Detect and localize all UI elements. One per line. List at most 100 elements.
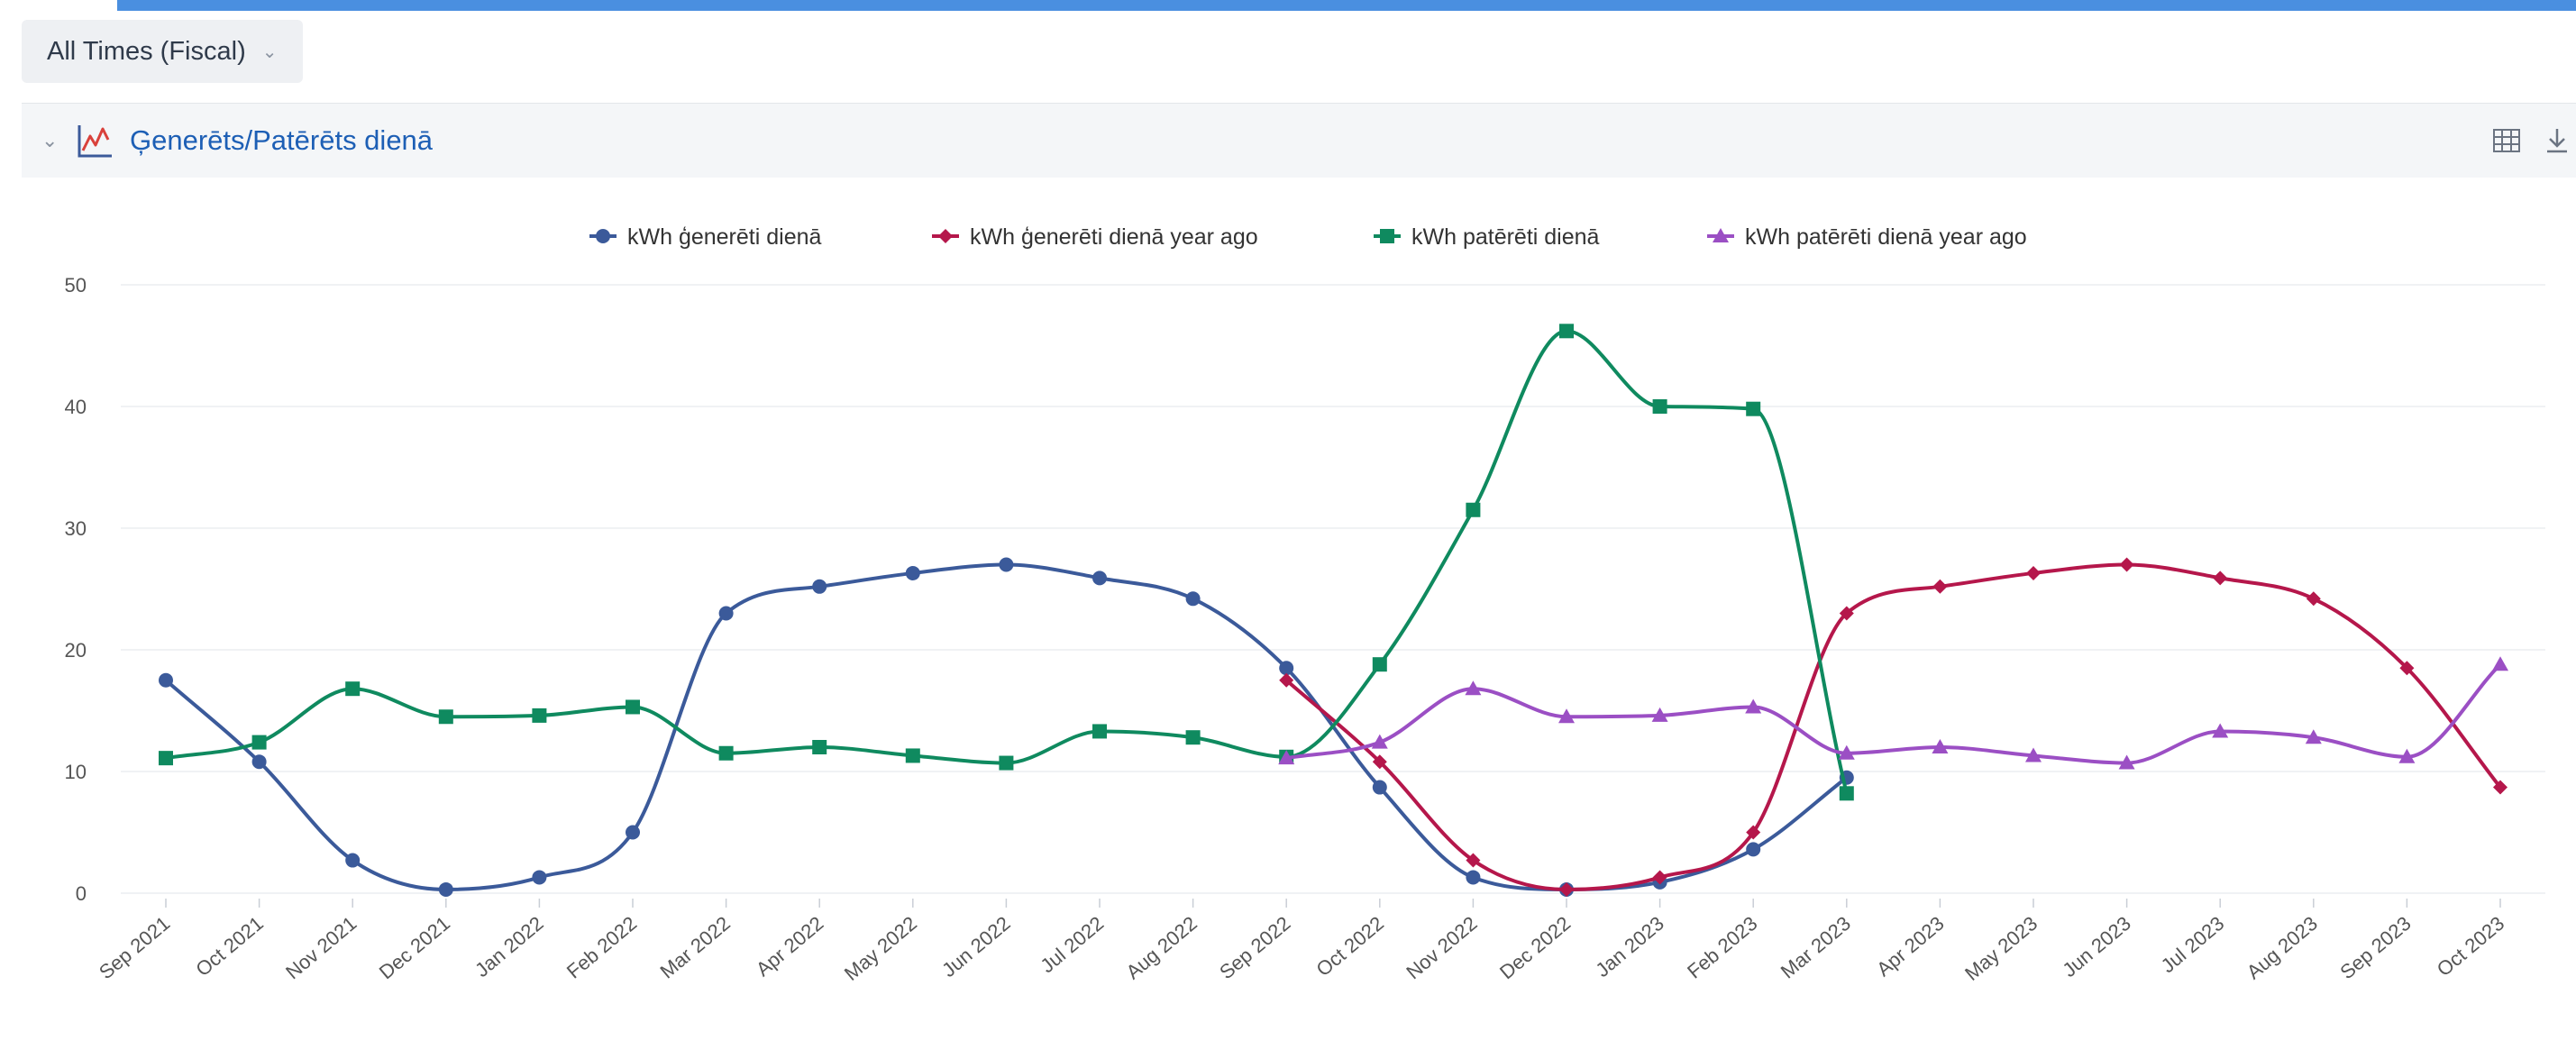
line-chart-icon [78,125,112,158]
data-point [2492,656,2508,671]
data-point [2398,748,2416,763]
data-point [905,565,920,580]
series-line [164,562,1849,891]
y-tick-label: 0 [76,882,87,905]
data-point [812,740,827,754]
data-point [1372,754,1387,770]
data-point [1185,591,1201,607]
y-tick-label: 20 [65,639,87,662]
chart-panel: ⌄ Ģenerēts/Patērēts dienā [22,103,2576,1059]
legend-entry: kWh patērēti dienā year ago [1745,224,2027,250]
data-point [251,735,267,750]
data-point [1371,734,1388,749]
data-point [1372,780,1387,795]
data-point [1745,698,1762,714]
x-tick-label: Sep 2022 [1215,912,1294,984]
legend-marker [1380,229,1394,243]
x-tick-label: Feb 2022 [562,912,641,983]
collapse-chevron-icon[interactable]: ⌄ [41,129,59,151]
data-point [626,699,640,715]
x-tick-label: Jun 2023 [2058,912,2134,981]
data-point [1092,724,1107,739]
x-tick-label: May 2022 [840,912,921,985]
data-point [1746,842,1761,857]
data-point [1559,881,1574,897]
series-line [165,329,1849,794]
y-tick-label: 30 [65,517,87,540]
data-point [2025,747,2042,762]
data-point [532,708,547,723]
panel-title: Ģenerēts/Patērēts dienā [130,124,434,156]
data-point [2213,571,2228,586]
data-point [1652,870,1667,885]
x-tick-label: Dec 2021 [375,912,454,984]
data-point [1746,401,1761,416]
legend-marker [938,229,953,243]
top-accent-bar [117,0,2576,11]
data-point [532,870,547,885]
x-tick-label: Oct 2022 [1312,912,1388,981]
data-point [1746,825,1761,840]
x-tick-label: Mar 2022 [656,912,735,983]
x-tick-label: Sep 2023 [2335,912,2415,984]
x-tick-label: Jan 2022 [470,912,547,981]
x-tick-label: Nov 2022 [1402,912,1481,984]
x-tick-label: Sep 2021 [95,912,174,984]
data-point [1465,680,1482,696]
data-point [1279,672,1294,688]
data-point [345,853,361,868]
data-point [812,579,827,594]
data-point [1839,606,1854,621]
legend-entry: kWh ģenerēti dienā [627,224,822,250]
x-tick-label: Jul 2022 [1036,912,1108,978]
data-point [1372,657,1387,672]
panel-header: ⌄ Ģenerēts/Patērēts dienā [22,104,2576,178]
x-tick-label: May 2023 [1960,912,2042,985]
x-tick-label: Aug 2023 [2243,912,2322,984]
data-point [905,748,920,763]
data-point [2306,591,2321,607]
x-tick-label: Apr 2022 [752,912,827,981]
data-point [2118,754,2135,770]
download-icon[interactable] [2542,125,2572,156]
x-tick-label: Nov 2021 [281,912,361,984]
legend-entry: kWh ģenerēti dienā year ago [970,224,1258,250]
data-point [1839,786,1854,801]
data-point [1651,707,1668,722]
data-point [438,881,453,897]
legend-marker [596,229,610,243]
series-line [1284,562,2502,891]
data-point [159,751,173,766]
data-point [1466,502,1481,517]
panel-tools [2491,104,2576,178]
data-point [999,755,1014,771]
data-point [1652,399,1667,414]
data-point [999,557,1014,572]
data-point [718,745,734,761]
y-tick-label: 40 [65,396,87,418]
x-tick-label: Apr 2023 [1872,912,1948,981]
table-icon[interactable] [2491,125,2522,156]
data-point [1466,853,1481,868]
time-filter-label: All Times (Fiscal) [47,36,246,66]
data-point [345,681,361,697]
y-tick-label: 10 [65,761,87,783]
data-point [626,825,640,840]
data-point [251,754,267,770]
data-point [2399,661,2415,676]
line-chart: 0 10 20 30 40 50 Sep 2021 Oct 2021 Nov 2021 Dec 2… [65,224,2545,985]
time-filter-dropdown[interactable]: All Times (Fiscal) ⌄ [22,20,303,83]
data-point [1279,661,1294,676]
y-tick-label: 50 [65,274,87,297]
data-point [718,606,734,621]
data-point [1278,750,1295,765]
data-point [1932,579,1948,594]
x-tick-label: Oct 2021 [191,912,267,981]
chevron-down-icon: ⌄ [261,41,278,62]
x-tick-label: Mar 2023 [1777,912,1855,983]
series-line [1285,662,2502,765]
x-tick-label: Jan 2023 [1591,912,1667,981]
x-tick-label: Jul 2023 [2157,912,2229,978]
data-point [2026,565,2041,580]
data-point [2119,557,2134,572]
